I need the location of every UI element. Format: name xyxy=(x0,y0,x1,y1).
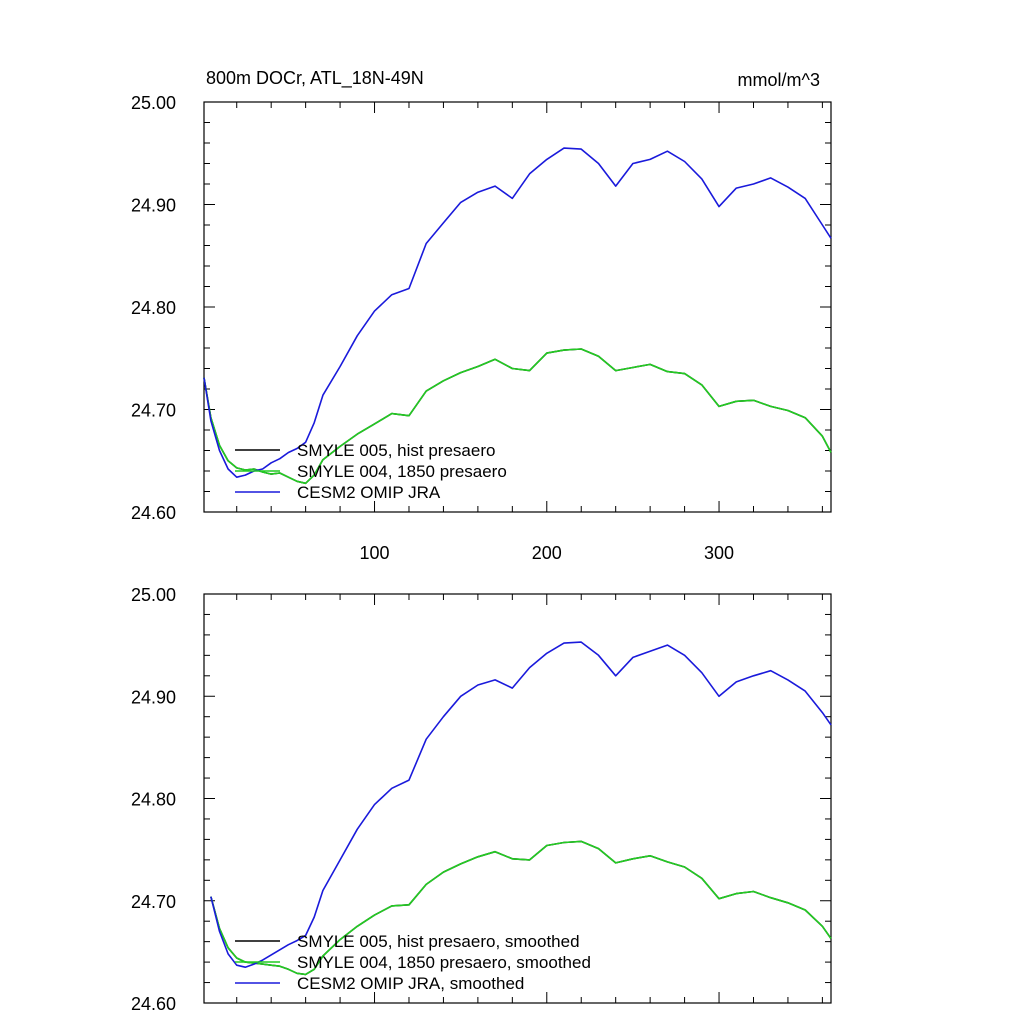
legend-entry: SMYLE 005, hist presaero xyxy=(297,441,495,460)
y-tick-label: 24.60 xyxy=(131,994,176,1014)
y-tick-label: 24.60 xyxy=(131,503,176,523)
x-tick-label: 200 xyxy=(532,543,562,563)
y-tick-label: 24.80 xyxy=(131,298,176,318)
y-tick-label: 24.70 xyxy=(131,401,176,421)
y-tick-label: 24.70 xyxy=(131,892,176,912)
x-tick-label: 100 xyxy=(360,543,390,563)
series-line-3 xyxy=(210,641,832,969)
legend-entry: SMYLE 005, hist presaero, smoothed xyxy=(297,932,580,951)
chart-title: 800m DOCr, ATL_18N-49N xyxy=(206,68,424,89)
legend-entry: SMYLE 004, 1850 presaero, smoothed xyxy=(297,953,591,972)
series-line-3 xyxy=(203,147,832,479)
chart-panel-2: 24.60 24.70 24.80 24.90 25.00 SMYLE 005, hist… xyxy=(131,585,832,1014)
series-line-2 xyxy=(210,840,832,976)
y-tick-label: 24.90 xyxy=(131,196,176,216)
series-line-2 xyxy=(203,348,832,485)
y-tick-label: 25.00 xyxy=(131,585,176,605)
x-tick-label: 300 xyxy=(704,543,734,563)
legend-entry: CESM2 OMIP JRA xyxy=(297,483,441,502)
y-tick-label: 25.00 xyxy=(131,93,176,113)
chart-panel-1: 24.60 24.70 24.80 24.90 25.00 100 200 300 800m D… xyxy=(131,68,832,563)
legend-entry: SMYLE 004, 1850 presaero xyxy=(297,462,507,481)
y-tick-label: 24.90 xyxy=(131,687,176,707)
legend-entry: CESM2 OMIP JRA, smoothed xyxy=(297,974,524,993)
y-tick-label: 24.80 xyxy=(131,790,176,810)
units-label: mmol/m^3 xyxy=(738,70,820,90)
